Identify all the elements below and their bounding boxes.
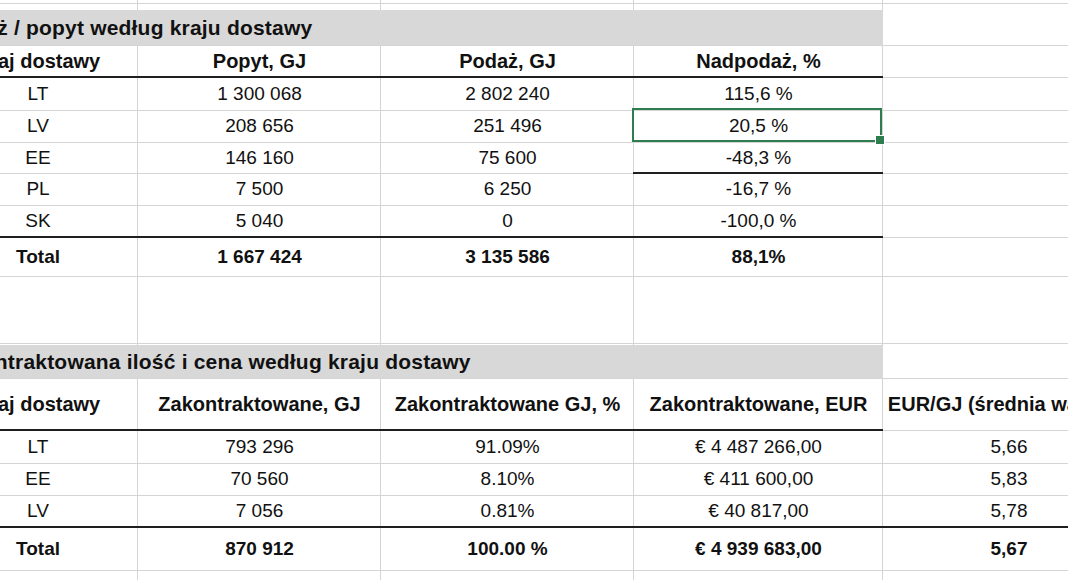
table1-header-underline (0, 76, 883, 78)
total-supply[interactable]: 3 135 586 (381, 237, 634, 276)
total-eur[interactable]: € 4 939 683,00 (634, 527, 883, 570)
cell-gj-pct[interactable]: 0.81% (381, 495, 634, 527)
table2-total-top-border (0, 526, 1068, 528)
cell-gj-pct[interactable]: 8.10% (381, 463, 634, 495)
cell-gj-pct[interactable]: 91.09% (381, 430, 634, 463)
cell-oversupply[interactable]: 115,6 % (634, 77, 883, 110)
cell-supply[interactable]: 2 802 240 (381, 77, 634, 110)
cell-eur-gj[interactable]: 5,78 (883, 495, 1068, 527)
total-gj-pct[interactable]: 100.00 % (381, 527, 634, 570)
cell-gj[interactable]: 70 560 (138, 463, 381, 495)
table-row: LT 793 296 91.09% € 4 487 266,00 5,66 (0, 430, 1068, 463)
table2-header-eur[interactable]: Zakontraktowane, EUR (634, 378, 883, 430)
table2-title-banner[interactable]: Zakontraktowana ilość i cena według kraj… (0, 345, 883, 378)
table-row: LT 1 300 068 2 802 240 115,6 % (0, 77, 883, 110)
selected-cell-outline[interactable] (632, 108, 882, 142)
cell-country[interactable]: LV (0, 495, 138, 527)
cell-eur[interactable]: € 4 487 266,00 (634, 430, 883, 463)
cell-country[interactable]: LV (0, 110, 138, 142)
fill-handle[interactable] (875, 135, 885, 145)
table2-header-gj[interactable]: Zakontraktowane, GJ (138, 378, 381, 430)
cell-demand[interactable]: 146 160 (138, 142, 381, 173)
cell-country[interactable]: SK (0, 205, 138, 237)
ee-oversupply-bottom-border (633, 172, 883, 174)
cell-supply[interactable]: 0 (381, 205, 634, 237)
table1-header-row: Kraj dostawy Popyt, GJ Podaż, GJ Nadpoda… (0, 45, 883, 77)
cell-gj[interactable]: 793 296 (138, 430, 381, 463)
spreadsheet-viewport: Podaż / popyt według kraju dostawy Kraj … (0, 0, 1068, 580)
cell-country[interactable]: LT (0, 430, 138, 463)
total-label[interactable]: Total (0, 527, 138, 570)
cell-demand[interactable]: 7 500 (138, 173, 381, 205)
table2-header-underline (0, 429, 883, 431)
total-label[interactable]: Total (0, 237, 138, 276)
cell-supply[interactable]: 6 250 (381, 173, 634, 205)
cell-eur[interactable]: € 411 600,00 (634, 463, 883, 495)
row-gridline (0, 276, 1068, 277)
table-row: SK 5 040 0 -100,0 % (0, 205, 883, 237)
table-row: EE 70 560 8.10% € 411 600,00 5,83 (0, 463, 1068, 495)
table1-total-top-border (0, 236, 883, 238)
table2-header-row: Kraj dostawy Zakontraktowane, GJ Zakontr… (0, 378, 1068, 430)
table1-header-oversupply[interactable]: Nadpodaż, % (634, 45, 883, 77)
table-row: PL 7 500 6 250 -16,7 % (0, 173, 883, 205)
table-row: EE 146 160 75 600 -48,3 % (0, 142, 883, 173)
total-eur-gj[interactable]: 5,67 (883, 527, 1068, 570)
total-oversupply[interactable]: 88,1% (634, 237, 883, 276)
total-gj[interactable]: 870 912 (138, 527, 381, 570)
cell-oversupply[interactable]: -16,7 % (634, 173, 883, 205)
table-row: LV 7 056 0.81% € 40 817,00 5,78 (0, 495, 1068, 527)
total-demand[interactable]: 1 667 424 (138, 237, 381, 276)
table1-title: Podaż / popyt według kraju dostawy (0, 16, 312, 40)
cell-eur-gj[interactable]: 5,83 (883, 463, 1068, 495)
table1-title-banner[interactable]: Podaż / popyt według kraju dostawy (0, 10, 883, 45)
cell-country[interactable]: PL (0, 173, 138, 205)
row-gridline (0, 570, 1068, 571)
cell-demand[interactable]: 1 300 068 (138, 77, 381, 110)
table2-title: Zakontraktowana ilość i cena według kraj… (0, 350, 471, 374)
table1-header-demand[interactable]: Popyt, GJ (138, 45, 381, 77)
table2-total-row: Total 870 912 100.00 % € 4 939 683,00 5,… (0, 527, 1068, 570)
table1-header-supply[interactable]: Podaż, GJ (381, 45, 634, 77)
row-gridline (0, 343, 1068, 344)
cell-country[interactable]: LT (0, 77, 138, 110)
row-gridline (0, 3, 1068, 4)
cell-country[interactable]: EE (0, 463, 138, 495)
cell-demand[interactable]: 5 040 (138, 205, 381, 237)
cell-eur-gj[interactable]: 5,66 (883, 430, 1068, 463)
table1-total-row: Total 1 667 424 3 135 586 88,1% (0, 237, 883, 276)
cell-oversupply[interactable]: -48,3 % (634, 142, 883, 173)
table2-header-country[interactable]: Kraj dostawy (0, 378, 138, 430)
cell-supply[interactable]: 251 496 (381, 110, 634, 142)
cell-country[interactable]: EE (0, 142, 138, 173)
cell-eur[interactable]: € 40 817,00 (634, 495, 883, 527)
cell-oversupply[interactable]: -100,0 % (634, 205, 883, 237)
table1-header-country[interactable]: Kraj dostawy (0, 45, 138, 77)
table2-header-gj-pct[interactable]: Zakontraktowane GJ, % (381, 378, 634, 430)
cell-supply[interactable]: 75 600 (381, 142, 634, 173)
cell-demand[interactable]: 208 656 (138, 110, 381, 142)
table2-header-eur-gj[interactable]: EUR/GJ (średnia ważona) (883, 378, 1068, 430)
cell-gj[interactable]: 7 056 (138, 495, 381, 527)
